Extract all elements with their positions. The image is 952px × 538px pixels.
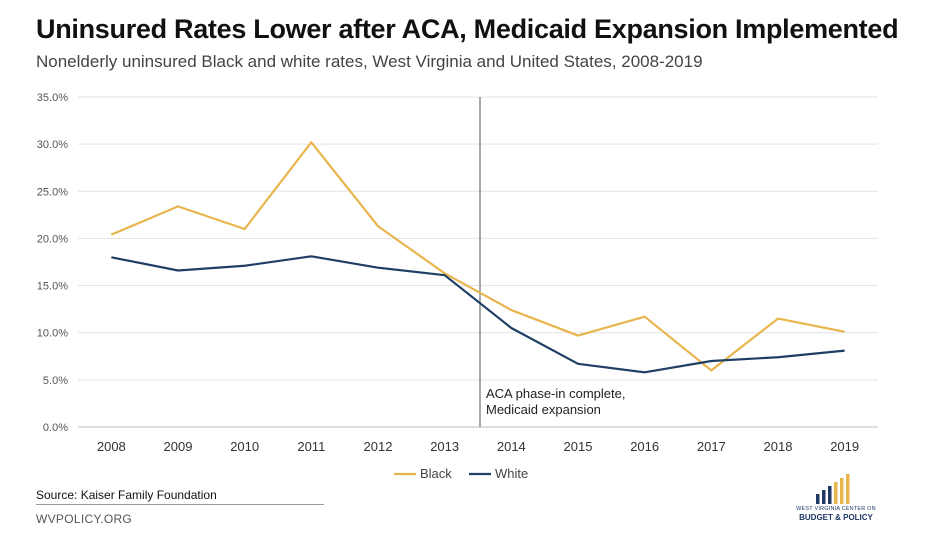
y-tick-label: 30.0% (37, 139, 68, 151)
y-axis-ticks: 0.0% 5.0% 10.0% 15.0% 20.0% 25.0% 30.0% 35.0% (37, 92, 68, 434)
x-tick-label: 2017 (697, 439, 726, 454)
y-tick-label: 0.0% (43, 422, 68, 434)
x-tick-label: 2008 (97, 439, 126, 454)
y-tick-label: 35.0% (37, 92, 68, 104)
y-tick-label: 10.0% (37, 328, 68, 340)
annotation-text: Medicaid expansion (486, 402, 601, 417)
logo-text-main: BUDGET & POLICY (799, 513, 873, 522)
annotation-text: ACA phase-in complete, (486, 386, 625, 401)
x-tick-label: 2010 (230, 439, 259, 454)
x-axis-ticks: 2008 2009 2010 2011 2012 2013 2014 2015 2016 2017… (97, 439, 859, 454)
x-tick-label: 2013 (430, 439, 459, 454)
gridlines (78, 96, 878, 428)
bar-chart-logo-icon (816, 474, 850, 504)
legend: Black White (394, 466, 528, 481)
logo-text-top: WEST VIRGINIA CENTER ON (796, 506, 876, 512)
source-divider (36, 504, 324, 505)
chart-title: Uninsured Rates Lower after ACA, Medicai… (36, 14, 899, 44)
y-tick-label: 20.0% (37, 233, 68, 245)
wvcbp-logo: WEST VIRGINIA CENTER ON BUDGET & POLICY (786, 474, 886, 526)
legend-label: Black (420, 466, 452, 481)
x-tick-label: 2011 (297, 439, 325, 454)
legend-label: White (495, 466, 528, 481)
x-tick-label: 2009 (164, 439, 193, 454)
x-tick-label: 2016 (630, 439, 659, 454)
y-tick-label: 5.0% (43, 375, 68, 387)
x-tick-label: 2012 (364, 439, 393, 454)
y-tick-label: 25.0% (37, 186, 68, 198)
website-link[interactable]: WVPOLICY.ORG (36, 512, 133, 526)
series-lines (110, 141, 845, 374)
y-tick-label: 15.0% (37, 281, 68, 293)
series-line-white (111, 255, 845, 374)
x-tick-label: 2014 (497, 439, 526, 454)
x-tick-label: 2019 (830, 439, 859, 454)
series-line-black (110, 141, 845, 372)
aca-annotation: ACA phase-in complete,Medicaid expansion (479, 97, 625, 427)
chart-subtitle: Nonelderly uninsured Black and white rat… (36, 52, 703, 71)
x-tick-label: 2015 (564, 439, 593, 454)
source-note: Source: Kaiser Family Foundation (36, 488, 217, 502)
x-tick-label: 2018 (764, 439, 793, 454)
